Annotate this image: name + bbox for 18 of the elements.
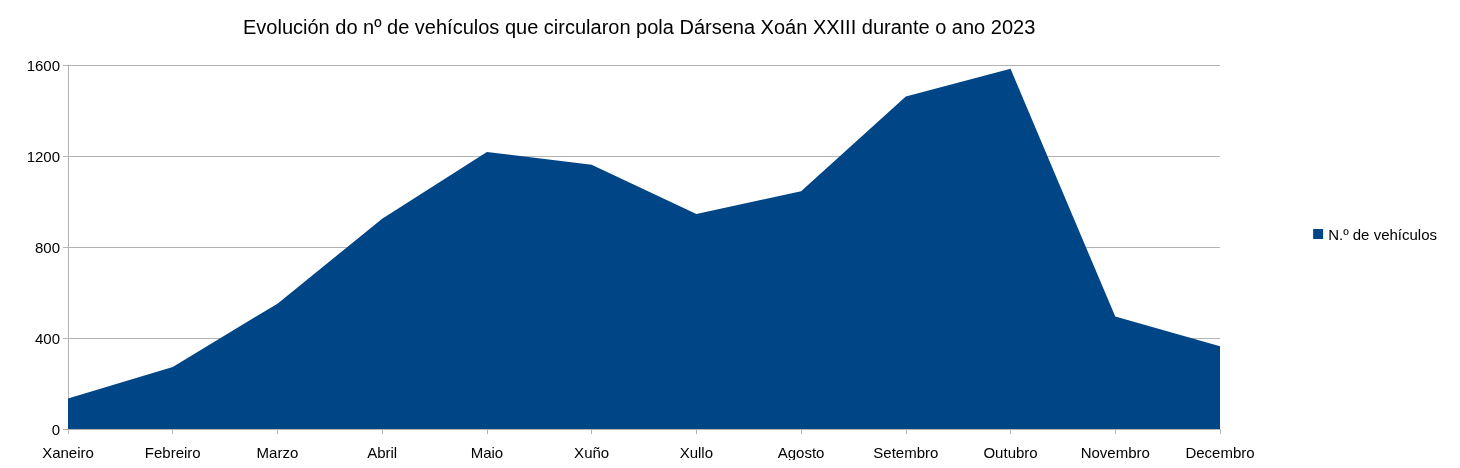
x-tick-label: Abril — [367, 444, 398, 461]
x-tick-label: Maio — [470, 444, 504, 461]
x-tick-label: Xuño — [574, 444, 610, 461]
x-tick-label: Decembro — [1185, 444, 1255, 461]
x-tick-label: Xaneiro — [42, 444, 94, 461]
y-tick-label: 1600 — [26, 56, 60, 74]
x-tick-label: Febreiro — [144, 444, 201, 461]
x-tick-label: Xullo — [679, 444, 714, 461]
x-tick-label: Marzo — [256, 444, 299, 461]
y-tick-label: 800 — [34, 238, 60, 256]
x-tick-label: Setembro — [873, 444, 939, 461]
legend-label: N.º de vehículos — [1328, 225, 1438, 243]
x-tick-label: Novembro — [1080, 444, 1150, 461]
y-tick-label: 0 — [51, 420, 60, 438]
y-tick-label: 1200 — [26, 147, 60, 165]
x-tick-label: Outubro — [983, 444, 1038, 461]
y-tick-label: 400 — [34, 329, 60, 347]
chart-title: Evolución do nº de vehículos que circularon pola Dársena Xoán XXIII durante o ano 2023 — [243, 16, 1036, 38]
